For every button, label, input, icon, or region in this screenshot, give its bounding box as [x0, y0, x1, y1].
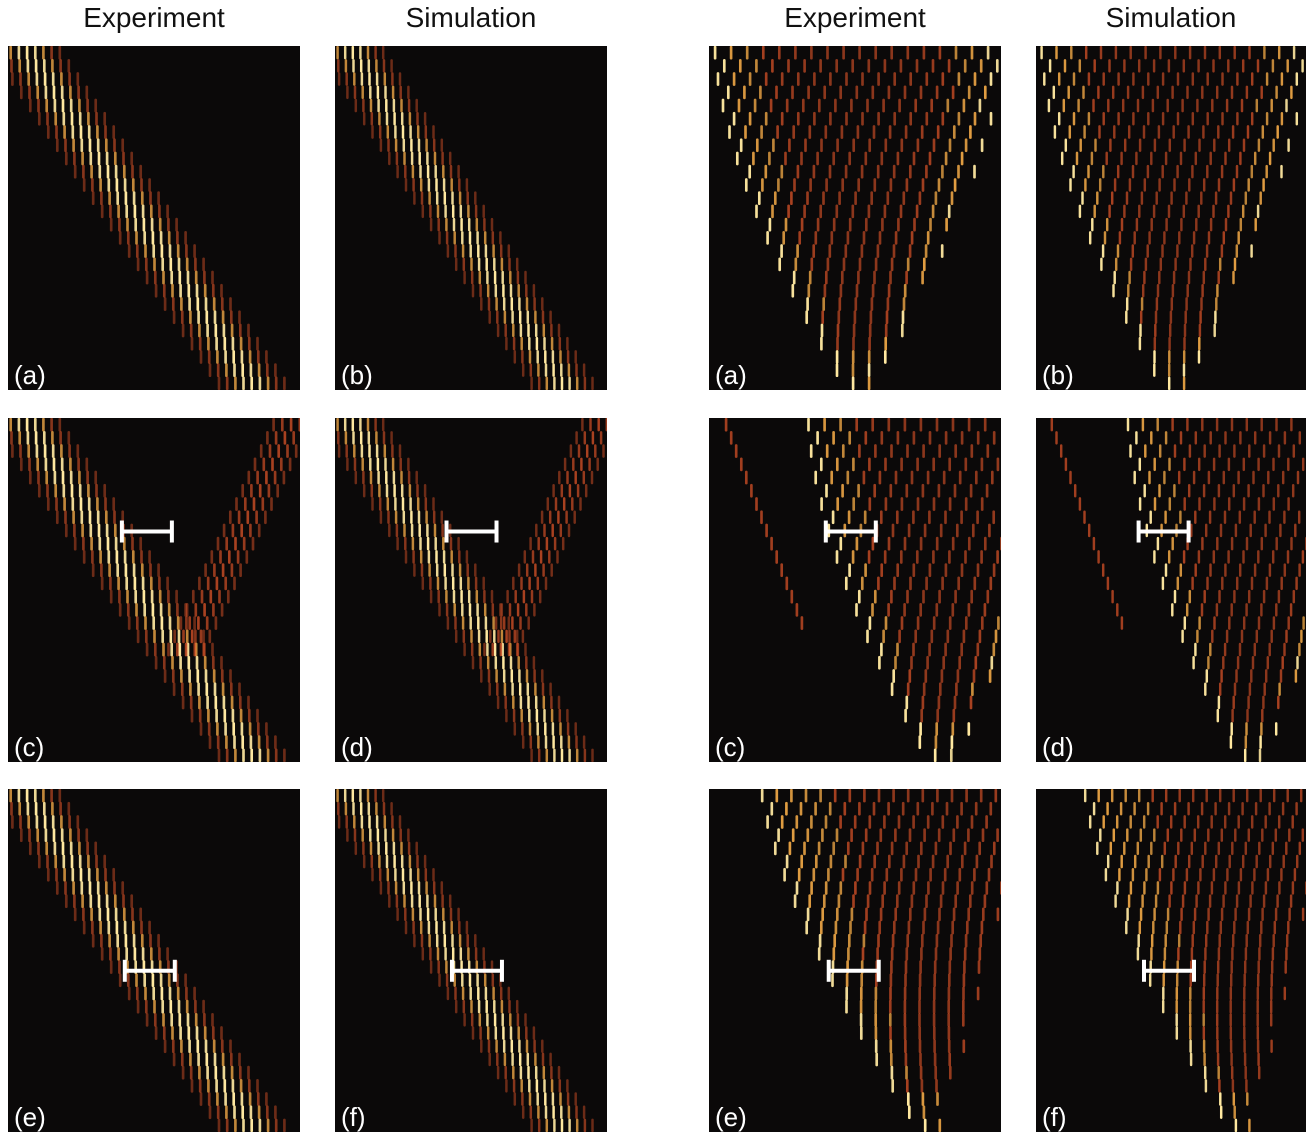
- panel-label: (a): [14, 360, 46, 390]
- panel-right-f: (f): [1036, 789, 1306, 1132]
- panel-right-d: (d): [1036, 418, 1306, 762]
- intensity-map: [713, 46, 999, 390]
- intensity-map: [724, 418, 1001, 762]
- intensity-map: [336, 789, 594, 1132]
- panel-label: (a): [715, 360, 747, 390]
- panel-right-b: (b): [1036, 46, 1306, 390]
- intensity-map: [9, 789, 286, 1132]
- panel-left-f: (f): [335, 789, 607, 1132]
- intensity-map: [1040, 46, 1304, 390]
- panel-left-d: (d): [335, 418, 607, 762]
- panel-left-a: (a): [8, 46, 300, 390]
- panel-label: (f): [341, 1102, 366, 1132]
- panel-right-e: (e): [709, 789, 1001, 1132]
- panel-right-c: (c): [709, 418, 1001, 762]
- intensity-map: [9, 418, 300, 762]
- panel-label: (c): [14, 732, 45, 762]
- panel-label: (d): [341, 732, 373, 762]
- panel-left-b: (b): [335, 46, 607, 390]
- panel-label: (f): [1042, 1102, 1067, 1132]
- panel-left-e: (e): [8, 789, 300, 1132]
- intensity-map: [336, 46, 594, 390]
- intensity-map: [1050, 418, 1306, 762]
- intensity-map: [9, 46, 286, 390]
- col-title-left-experiment: Experiment: [83, 2, 225, 33]
- col-title-right-simulation: Simulation: [1105, 2, 1237, 33]
- intensity-map: [336, 418, 607, 762]
- panel-label: (c): [715, 732, 746, 762]
- panel-right-a: (a): [709, 46, 1001, 390]
- panel-label: (e): [14, 1102, 46, 1132]
- panel-label: (b): [341, 360, 373, 390]
- col-title-right-experiment: Experiment: [784, 2, 926, 33]
- panel-left-c: (c): [8, 418, 300, 762]
- intensity-map: [760, 789, 1001, 1132]
- panel-label: (b): [1042, 360, 1074, 390]
- panel-label: (d): [1042, 732, 1074, 762]
- panel-label: (e): [715, 1102, 747, 1132]
- intensity-map: [1083, 789, 1306, 1132]
- col-title-left-simulation: Simulation: [405, 2, 537, 33]
